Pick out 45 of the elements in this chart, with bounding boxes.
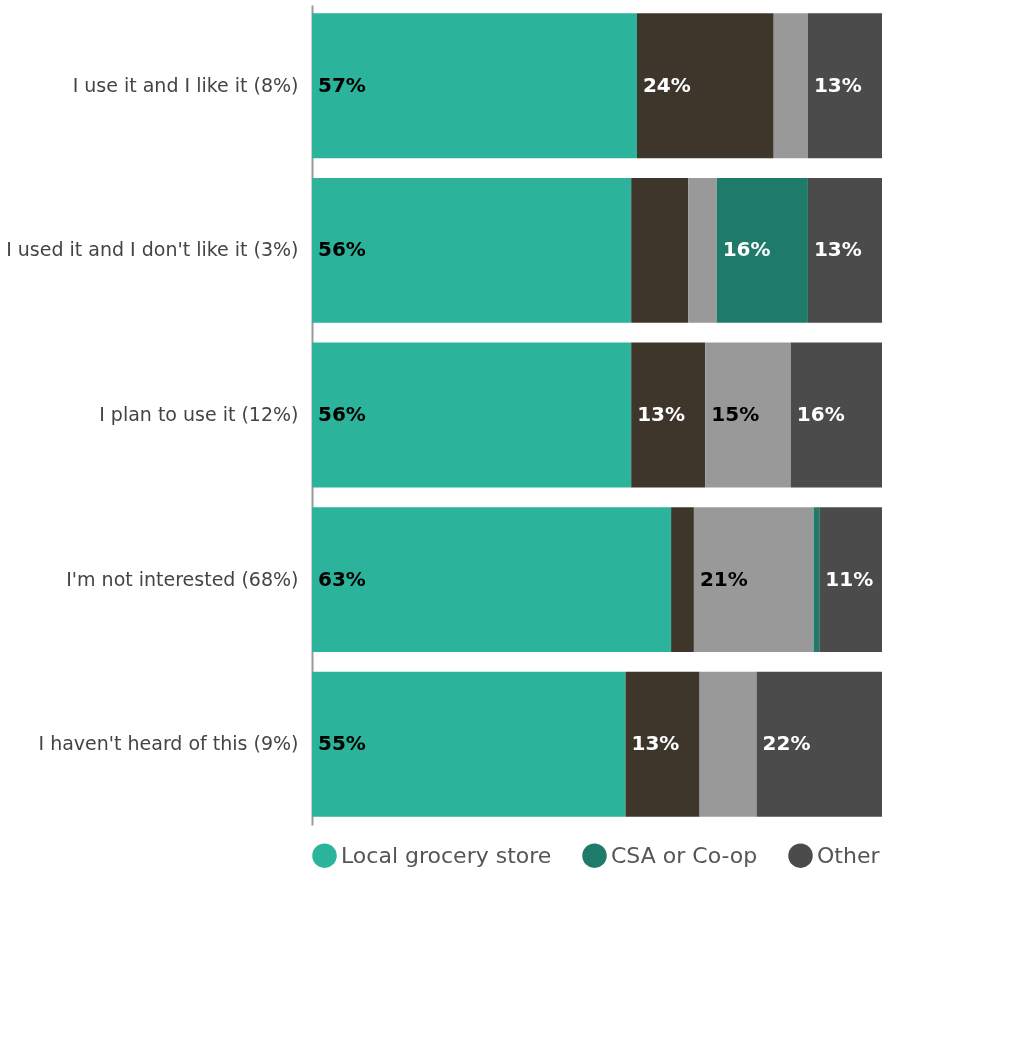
data-label: 13%	[813, 72, 862, 97]
bar	[807, 177, 882, 323]
legend-label: CSA or Co-op	[611, 842, 758, 868]
legend-label: Other	[817, 842, 881, 868]
bar	[312, 671, 626, 817]
y-tick-label: I use it and I like it (8%)	[72, 73, 299, 96]
y-tick-label: I used it and I don't like it (3%)	[6, 238, 299, 261]
bar	[705, 342, 791, 488]
data-label: 16%	[722, 237, 771, 262]
bar	[312, 342, 632, 488]
bar	[631, 342, 706, 488]
data-label: 13%	[637, 402, 686, 426]
bar	[693, 507, 814, 653]
data-label: 21%	[699, 566, 748, 591]
bar	[312, 13, 637, 159]
bar	[688, 177, 717, 323]
data-label: 55%	[318, 731, 366, 756]
y-tick-label: I haven't heard of this (9%)	[38, 732, 299, 755]
bar	[671, 507, 694, 653]
bar	[819, 507, 882, 653]
bar	[807, 13, 882, 159]
bar	[716, 177, 808, 323]
bar	[636, 13, 774, 159]
bar	[790, 342, 882, 488]
data-label: 24%	[642, 72, 691, 97]
data-label: 57%	[318, 72, 366, 97]
bar	[699, 671, 757, 817]
data-label: 15%	[711, 402, 760, 426]
data-label: 56%	[318, 237, 366, 262]
legend-label: Local grocery store	[341, 842, 552, 868]
data-label: 11%	[825, 566, 874, 591]
data-label: 22%	[762, 731, 811, 756]
y-tick-label: I'm not interested (68%)	[66, 567, 299, 590]
bar	[631, 177, 689, 323]
data-label: 13%	[813, 237, 862, 262]
bar	[756, 671, 882, 817]
data-label: 16%	[796, 402, 845, 426]
bar	[625, 671, 700, 817]
bar	[312, 177, 632, 323]
bar	[312, 507, 672, 653]
data-label: 13%	[631, 731, 680, 756]
bar	[773, 13, 808, 159]
y-tick-label: I plan to use it (12%)	[99, 403, 299, 425]
data-label: 63%	[318, 566, 366, 591]
data-label: 56%	[318, 402, 366, 426]
